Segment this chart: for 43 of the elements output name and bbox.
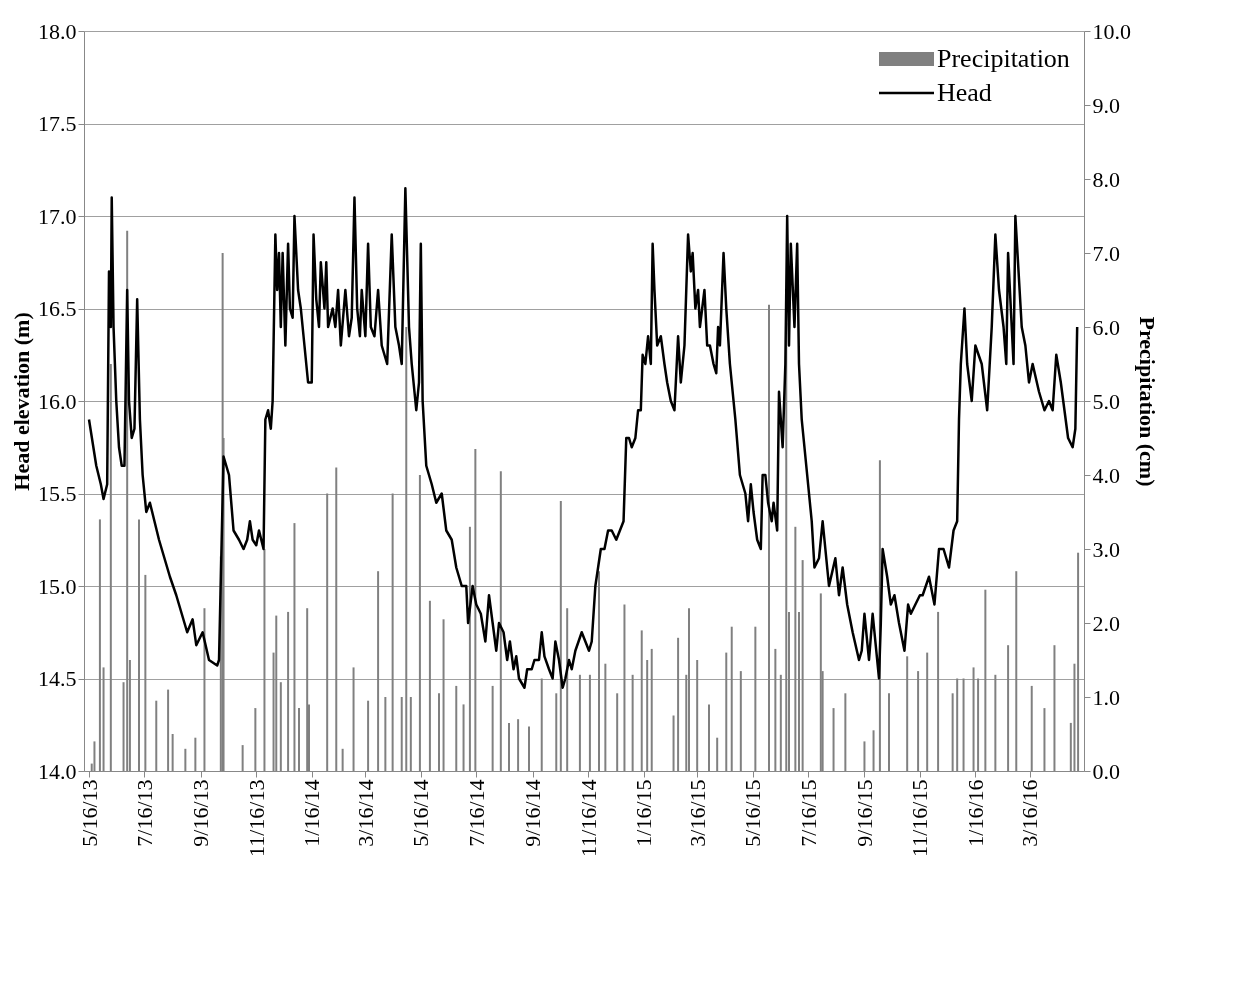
legend-label: Precipitation (937, 44, 1070, 73)
x-tick-label: 9/16/13 (188, 779, 214, 847)
x-tick-label: 5/16/13 (76, 779, 102, 847)
x-tick-label: 1/16/16 (962, 779, 988, 847)
line-series (87, 187, 1079, 689)
x-tick-label: 7/16/14 (463, 779, 489, 847)
y-tick-label: 15.0 (38, 573, 77, 599)
y2-tick-label: 4.0 (1092, 462, 1120, 488)
x-tick-label: 9/16/15 (851, 779, 877, 847)
legend-label: Head (937, 78, 992, 107)
y2-tick-label: 10.0 (1092, 18, 1131, 44)
y-tick-label: 17.5 (38, 111, 77, 136)
x-tick-label: 11/16/13 (243, 779, 269, 857)
x-tick-label: 5/16/14 (408, 779, 434, 847)
y2-tick-label: 7.0 (1092, 240, 1120, 266)
y2-tick-label: 6.0 (1092, 314, 1120, 340)
x-tick-label: 5/16/15 (740, 779, 766, 847)
x-tick-label: 7/16/15 (795, 779, 821, 847)
y-axis-title: Head elevation (m) (9, 312, 34, 491)
x-tick-label: 1/16/14 (299, 779, 325, 847)
y2-tick-label: 1.0 (1092, 684, 1120, 710)
y-tick-label: 15.5 (38, 481, 77, 506)
y-tick-label: 16.5 (38, 296, 77, 321)
x-tick-label: 7/16/13 (131, 779, 157, 847)
x-tick-label: 9/16/14 (520, 779, 546, 847)
y2-tick-label: 3.0 (1092, 536, 1120, 562)
x-tick-label: 11/16/14 (575, 779, 601, 857)
y2-tick-label: 8.0 (1092, 166, 1120, 192)
y2-tick-label: 0.0 (1092, 758, 1120, 784)
y2-tick-label: 2.0 (1092, 610, 1120, 636)
x-tick-label: 3/16/15 (684, 779, 710, 847)
y-tick-label: 14.0 (38, 758, 77, 784)
x-tick-label: 3/16/14 (352, 779, 378, 847)
y-tick-label: 18.0 (38, 18, 77, 44)
x-tick-label: 1/16/15 (631, 779, 657, 847)
y-tick-label: 14.5 (38, 666, 77, 691)
y-tick-label: 17.0 (38, 203, 77, 229)
y2-tick-label: 5.0 (1092, 388, 1120, 414)
x-tick-label: 3/16/16 (1017, 779, 1043, 847)
y-tick-label: 16.0 (38, 388, 77, 414)
x-tick-label: 11/16/15 (907, 779, 933, 857)
y2-axis-title: Precipitation (cm) (1135, 316, 1160, 487)
y2-tick-label: 9.0 (1092, 92, 1120, 118)
